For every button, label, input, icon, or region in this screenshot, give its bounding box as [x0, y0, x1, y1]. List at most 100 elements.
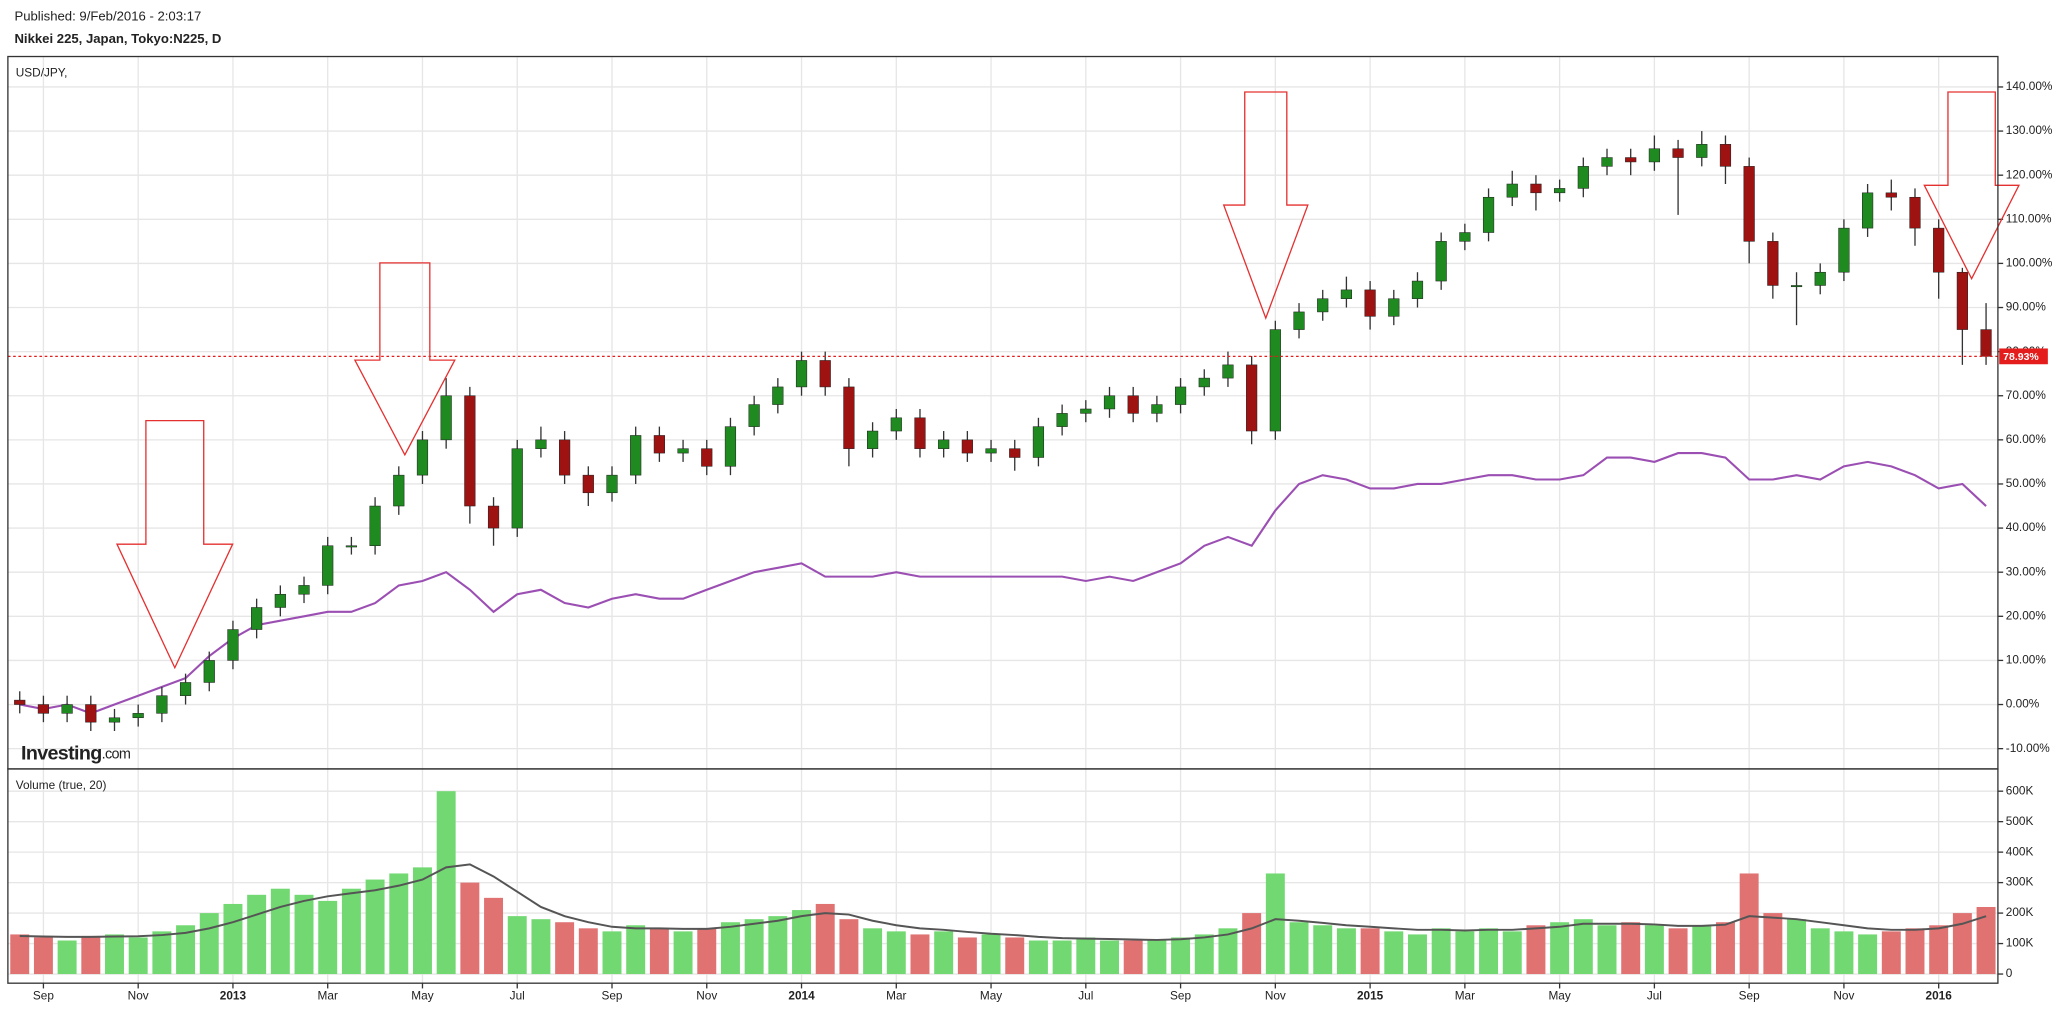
candle-body [298, 585, 310, 595]
candle-body [1980, 329, 1992, 357]
volume-bar [1194, 934, 1214, 975]
y-tick-label: 400K [2006, 844, 2034, 858]
candle-body [961, 439, 973, 454]
volume-bar [1289, 922, 1309, 975]
volume-bar [1952, 913, 1972, 975]
volume-bar [673, 931, 693, 975]
y-tick-label: 50.00% [2006, 476, 2047, 490]
y-tick-label: 300K [2006, 875, 2034, 889]
candle-body [1743, 166, 1755, 242]
candle-body [1198, 377, 1210, 388]
volume-bar [1100, 940, 1119, 975]
candle-body [322, 545, 334, 586]
logo-suffix: .com [102, 746, 131, 762]
volume-bar [1384, 931, 1404, 975]
x-tick-label: 2014 [788, 988, 815, 1002]
candle-body [464, 395, 476, 507]
x-tick-label: 2015 [1357, 988, 1384, 1002]
volume-bar [1479, 928, 1499, 975]
candle-body [1009, 448, 1021, 458]
volume-bar [934, 931, 954, 975]
candle-body [1317, 298, 1329, 313]
volume-bar [1597, 925, 1617, 975]
volume-bar [1123, 940, 1143, 975]
volume-bar [720, 922, 740, 975]
volume-bar [1834, 931, 1854, 975]
y-tick-label: 140.00% [2006, 79, 2053, 93]
x-tick-label: Sep [1739, 988, 1760, 1002]
volume-bar [1976, 906, 1996, 975]
volume-bar [81, 935, 101, 975]
y-tick-label: 90.00% [2006, 300, 2047, 314]
candle-body [1790, 285, 1803, 288]
volume-bar [389, 873, 409, 975]
volume-bar [33, 937, 53, 975]
y-tick-label: 0 [2006, 966, 2013, 980]
x-tick-label: 2016 [1926, 988, 1953, 1002]
volume-bar [1787, 919, 1807, 975]
volume-bar [1739, 873, 1759, 975]
volume-bar [412, 867, 432, 975]
volume-bar [365, 879, 385, 975]
x-tick-label: May [980, 988, 1002, 1002]
volume-bar [957, 937, 977, 975]
arrow [1923, 91, 2021, 281]
candle-body [1862, 192, 1874, 229]
volume-bar [1052, 940, 1072, 975]
y-tick-label: 40.00% [2006, 520, 2047, 534]
candle-body [440, 395, 452, 441]
x-tick-label: Sep [1170, 988, 1191, 1002]
candle-body [369, 505, 381, 546]
volume-bar [1408, 934, 1427, 975]
candle-body [938, 439, 950, 449]
candle-body [724, 426, 737, 467]
volume-bar [886, 931, 906, 975]
volume-bar [578, 928, 598, 975]
candle-body [487, 505, 500, 529]
candle-body [535, 439, 547, 449]
logo-main: Investing [21, 743, 102, 765]
candle-body [14, 699, 26, 705]
volume-bar [318, 900, 338, 975]
volume-bar [1644, 925, 1664, 975]
volume-bar [1313, 925, 1333, 975]
candle-body [393, 474, 405, 507]
y-tick-label: 200K [2006, 905, 2034, 919]
candle-body [795, 360, 808, 388]
volume-bar [10, 934, 30, 975]
price-panel [7, 55, 1999, 770]
volume-bar [910, 934, 930, 975]
x-tick-label: Sep [33, 988, 54, 1002]
published: Published: 9/Feb/2016 - 2:03:17 [14, 9, 201, 24]
x-tick-label: Nov [696, 988, 717, 1002]
candle-body [1127, 395, 1139, 414]
y-tick-label: -10.00% [2006, 741, 2050, 755]
volume-bar [1005, 937, 1025, 975]
y-tick-label: 100.00% [2006, 256, 2053, 270]
x-tick-label: Nov [1265, 988, 1286, 1002]
x-tick-label: Nov [1833, 988, 1854, 1002]
candle-body [630, 435, 642, 476]
candle-body [1672, 148, 1684, 158]
candle-body [1601, 157, 1613, 167]
volume-bar [1336, 928, 1356, 975]
candle-body [251, 607, 263, 630]
volume-bar [270, 888, 290, 975]
candle-body [677, 448, 689, 454]
volume-bar [128, 937, 148, 975]
volume-bar [1526, 925, 1546, 975]
y-tick-label: 600K [2006, 783, 2034, 797]
candle-body [1956, 271, 1968, 330]
candle-body [61, 704, 73, 714]
volume-bar [1573, 919, 1593, 975]
candle-body [156, 695, 168, 714]
volume-bar [1715, 922, 1735, 975]
volume-panel [7, 768, 1999, 984]
volume-bar [1171, 937, 1191, 975]
candle-body [867, 430, 879, 449]
candle-body [843, 386, 855, 449]
volume-bar [1431, 928, 1451, 975]
volume-bar [697, 928, 717, 975]
volume-bar [247, 894, 267, 975]
candle-body [1909, 196, 1921, 229]
